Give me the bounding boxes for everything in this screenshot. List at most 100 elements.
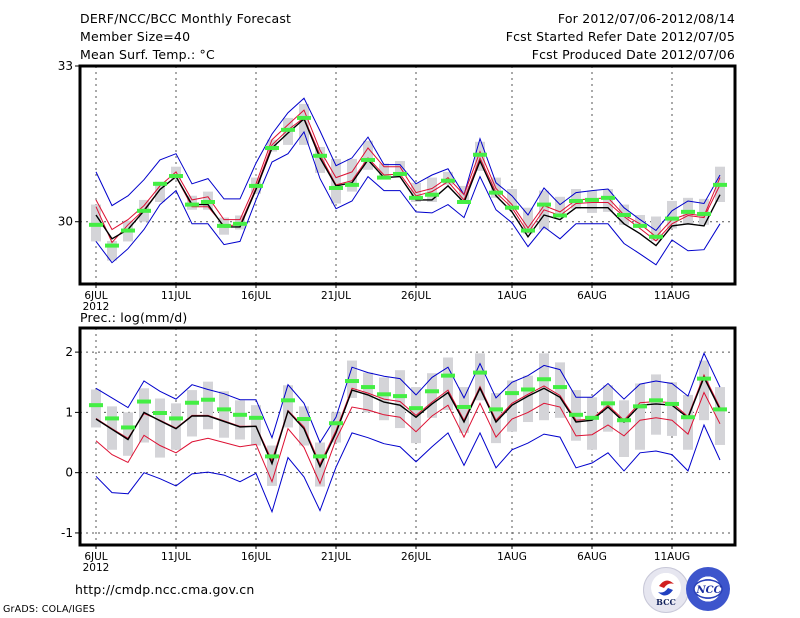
member-size-label: Member Size=40: [80, 29, 191, 44]
median-marker: [457, 404, 471, 409]
x-tick-year-label: 2012: [83, 301, 110, 313]
spread-box: [235, 400, 245, 440]
median-marker: [377, 392, 391, 397]
median-marker: [201, 199, 215, 204]
spread-box: [587, 397, 597, 450]
spread-box: [283, 385, 293, 428]
median-marker: [249, 415, 263, 420]
spread-box: [251, 405, 261, 446]
bcc-logo: BCC: [643, 567, 689, 613]
x-tick-year-label: 2012: [83, 562, 110, 574]
median-marker: [681, 209, 695, 214]
y-tick-label: 2: [65, 345, 73, 359]
median-marker: [297, 115, 311, 120]
median-marker: [89, 403, 103, 408]
bcc-logo-text: BCC: [656, 597, 676, 607]
spread-box: [203, 381, 213, 430]
median-marker: [425, 192, 439, 197]
spread-box: [507, 189, 517, 207]
x-tick-label: 6AUG: [577, 551, 607, 563]
x-tick-label: 21JUL: [321, 551, 351, 563]
median-marker: [297, 417, 311, 422]
median-marker: [377, 175, 391, 180]
median-marker: [489, 190, 503, 195]
spread-box: [619, 400, 629, 457]
spread-box: [347, 158, 357, 192]
median-marker: [441, 373, 455, 378]
median-marker: [553, 213, 567, 218]
median-marker: [425, 389, 439, 394]
spread-box: [155, 181, 165, 202]
spread-box: [331, 412, 341, 443]
median-marker: [441, 178, 455, 183]
median-marker: [345, 379, 359, 384]
bcc-emblem-icon: BCC: [656, 580, 676, 607]
spread-box: [635, 383, 645, 450]
spread-box: [299, 103, 309, 145]
spread-box: [571, 189, 581, 209]
median-marker: [489, 407, 503, 412]
grads-credit: GrADS: COLA/IGES: [3, 604, 96, 615]
spread-box: [443, 171, 453, 185]
median-marker: [265, 454, 279, 459]
lower-blue-line: [95, 130, 721, 266]
spread-box: [107, 406, 117, 450]
x-tick-label: 1AUG: [497, 551, 527, 563]
spread-box: [139, 388, 149, 443]
median-marker: [89, 222, 103, 227]
median-marker: [713, 182, 727, 187]
median-marker: [393, 394, 407, 399]
spread-box: [107, 240, 117, 261]
ensemble-mean-line: [95, 117, 721, 247]
median-marker: [137, 399, 151, 404]
median-marker: [393, 171, 407, 176]
bottom-variable-label: Prec.: log(mm/d): [80, 310, 188, 325]
y-tick-label: 33: [58, 59, 73, 73]
median-marker: [601, 401, 615, 406]
ncc-emblem-icon: NCC: [693, 579, 723, 599]
upper-blue-line: [95, 97, 721, 232]
spread-box: [459, 387, 469, 433]
median-marker: [281, 127, 295, 132]
spread-box: [427, 373, 437, 418]
spread-box: [379, 163, 389, 177]
median-marker: [569, 412, 583, 417]
ncc-logo: NCC: [686, 567, 730, 611]
median-marker: [617, 418, 631, 423]
median-marker: [697, 376, 711, 381]
spread-box: [171, 403, 181, 450]
median-marker: [185, 202, 199, 207]
median-marker: [313, 153, 327, 158]
spread-box: [331, 158, 341, 204]
spread-box: [603, 189, 613, 212]
spread-box: [651, 216, 661, 241]
spread-box: [267, 445, 277, 486]
spread-box: [523, 375, 533, 423]
median-marker: [201, 397, 215, 402]
median-marker: [313, 454, 327, 459]
plot-frame: [78, 326, 737, 547]
median-marker: [105, 416, 119, 421]
spread-box: [91, 389, 101, 428]
median-marker: [665, 401, 679, 406]
y-tick-label: -1: [61, 526, 73, 540]
x-tick-label: 11AUG: [654, 551, 690, 563]
spread-box: [683, 394, 693, 450]
median-marker: [713, 407, 727, 412]
median-marker: [585, 197, 599, 202]
median-marker: [633, 404, 647, 409]
median-marker: [553, 385, 567, 390]
median-marker: [633, 223, 647, 228]
source-url-link[interactable]: http://cmdp.ncc.cma.gov.cn: [75, 582, 255, 597]
spread-box: [395, 370, 405, 429]
median-marker: [361, 385, 375, 390]
spread-box: [667, 382, 677, 436]
x-tick-label: 11JUL: [161, 551, 191, 563]
x-tick-label: 16JUL: [241, 290, 271, 302]
median-marker: [345, 182, 359, 187]
spread-box: [315, 146, 325, 173]
spread-box: [187, 390, 197, 437]
spread-box: [395, 160, 405, 175]
